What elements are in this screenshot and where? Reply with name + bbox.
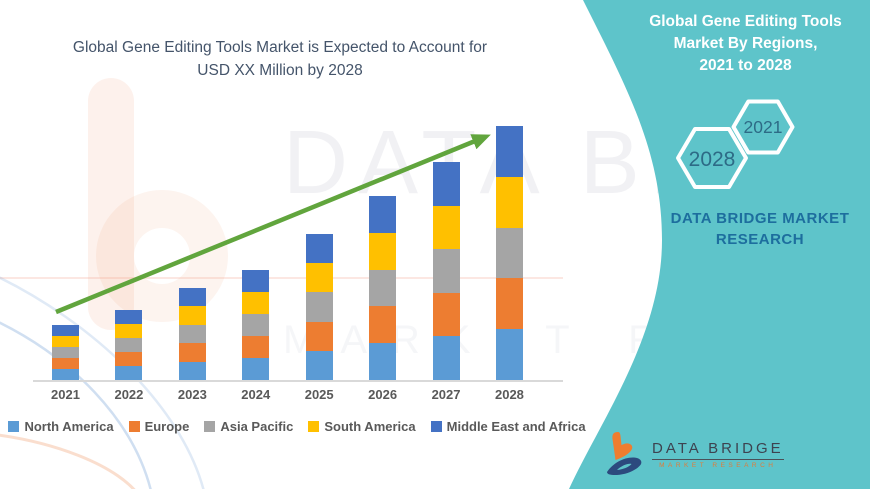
segment-south-america bbox=[495, 176, 523, 228]
x-axis-line bbox=[33, 380, 563, 382]
bar-column-2021: 2021 bbox=[51, 120, 80, 402]
segment-asia-pacific bbox=[432, 249, 460, 293]
legend-label: Asia Pacific bbox=[220, 419, 294, 434]
segment-europe bbox=[369, 306, 397, 344]
bar-column-2026: 2026 bbox=[368, 120, 397, 402]
segment-europe bbox=[178, 343, 206, 362]
x-axis-label-2027: 2027 bbox=[431, 387, 461, 402]
bar-column-2027: 2027 bbox=[432, 120, 460, 402]
bar-column-2023: 2023 bbox=[178, 120, 207, 402]
hexagon-2021 bbox=[731, 99, 795, 155]
bar-column-2024: 2024 bbox=[241, 120, 270, 402]
legend-swatch bbox=[430, 421, 442, 432]
x-axis-label-2021: 2021 bbox=[51, 387, 80, 402]
segment-europe bbox=[242, 336, 270, 358]
segment-asia-pacific bbox=[52, 347, 79, 358]
legend-swatch bbox=[308, 421, 320, 432]
segment-europe bbox=[115, 352, 143, 366]
bar-column-2022: 2022 bbox=[114, 120, 143, 402]
stacked-bar-2026 bbox=[369, 196, 397, 380]
segment-middle-east-and-africa bbox=[369, 196, 397, 233]
segment-middle-east-and-africa bbox=[178, 288, 206, 307]
legend-swatch bbox=[204, 421, 216, 432]
legend-item-south-america: South America bbox=[308, 419, 416, 434]
company-logo-subtitle: MARKET RESEARCH bbox=[659, 461, 777, 469]
segment-europe bbox=[432, 292, 460, 337]
segment-north-america bbox=[115, 366, 143, 380]
hexagon-2028 bbox=[676, 127, 748, 189]
brand-name-text: DATA BRIDGE MARKET RESEARCH bbox=[670, 210, 850, 248]
segment-south-america bbox=[178, 306, 206, 325]
segment-middle-east-and-africa bbox=[242, 270, 270, 292]
segment-south-america bbox=[369, 232, 397, 270]
legend: North America Europe Asia Pacific South Ame… bbox=[8, 419, 586, 434]
segment-europe bbox=[305, 321, 333, 351]
segment-south-america bbox=[52, 336, 79, 347]
segment-north-america bbox=[178, 361, 206, 380]
segment-asia-pacific bbox=[178, 324, 206, 344]
x-axis-label-2022: 2022 bbox=[114, 387, 144, 402]
segment-south-america bbox=[432, 205, 460, 250]
segment-asia-pacific bbox=[369, 269, 397, 307]
x-axis-label-2023: 2023 bbox=[177, 387, 207, 402]
legend-swatch bbox=[8, 421, 20, 432]
segment-middle-east-and-africa bbox=[115, 310, 143, 324]
x-axis-label-2028: 2028 bbox=[494, 387, 524, 402]
segment-north-america bbox=[52, 369, 79, 380]
segment-europe bbox=[495, 278, 523, 330]
x-axis-label-2024: 2024 bbox=[241, 387, 271, 402]
segment-europe bbox=[52, 358, 79, 369]
segment-middle-east-and-africa bbox=[495, 126, 523, 177]
stacked-bar-2027 bbox=[432, 162, 460, 380]
right-panel-title: Global Gene Editing Tools Market By Regi… bbox=[649, 13, 842, 74]
legend-item-europe: Europe bbox=[128, 419, 190, 434]
company-logo: DATA BRIDGE MARKET RESEARCH bbox=[605, 430, 784, 478]
stacked-bar-2025 bbox=[305, 234, 333, 380]
hexagon-2028-label: 2028 bbox=[689, 148, 736, 171]
legend-swatch bbox=[128, 421, 140, 432]
legend-label: South America bbox=[324, 419, 416, 434]
bar-column-2028: 2028 bbox=[495, 120, 524, 402]
segment-south-america bbox=[115, 324, 143, 338]
x-axis-label-2025: 2025 bbox=[304, 387, 334, 402]
segment-middle-east-and-africa bbox=[305, 234, 333, 264]
legend-label: North America bbox=[24, 419, 114, 434]
legend-label: Europe bbox=[144, 419, 190, 434]
segment-asia-pacific bbox=[115, 338, 143, 352]
legend-item-middle-east-and-africa: Middle East and Africa bbox=[430, 419, 586, 434]
segment-north-america bbox=[432, 336, 460, 380]
stacked-bar-2023 bbox=[178, 288, 206, 380]
stacked-bar-chart: 2021 2022 2023 2024 2025 2026 2027 2028 bbox=[51, 120, 524, 402]
segment-asia-pacific bbox=[242, 314, 270, 336]
segment-asia-pacific bbox=[495, 227, 523, 279]
segment-south-america bbox=[242, 292, 270, 314]
stacked-bar-2022 bbox=[115, 310, 143, 380]
segment-north-america bbox=[369, 343, 397, 380]
segment-middle-east-and-africa bbox=[52, 325, 79, 336]
legend-item-asia-pacific: Asia Pacific bbox=[204, 419, 293, 434]
legend-item-north-america: North America bbox=[8, 419, 114, 434]
chart-title: Global Gene Editing Tools Market is Expe… bbox=[72, 39, 488, 80]
company-logo-name: DATA BRIDGE bbox=[652, 440, 784, 460]
stacked-bar-2024 bbox=[242, 270, 270, 380]
x-axis-label-2026: 2026 bbox=[368, 387, 398, 402]
segment-middle-east-and-africa bbox=[432, 162, 460, 206]
segment-north-america bbox=[305, 350, 333, 380]
legend-label: Middle East and Africa bbox=[446, 419, 586, 434]
segment-south-america bbox=[305, 263, 333, 293]
segment-north-america bbox=[495, 329, 523, 380]
bar-column-2025: 2025 bbox=[305, 120, 334, 402]
segment-asia-pacific bbox=[305, 292, 333, 322]
hexagon-2021-label: 2021 bbox=[744, 117, 783, 137]
company-logo-texts: DATA BRIDGE MARKET RESEARCH bbox=[652, 440, 784, 469]
stacked-bar-2021 bbox=[52, 325, 79, 380]
segment-north-america bbox=[242, 358, 270, 380]
stacked-bar-2028 bbox=[495, 126, 523, 380]
company-logo-icon bbox=[607, 432, 642, 476]
